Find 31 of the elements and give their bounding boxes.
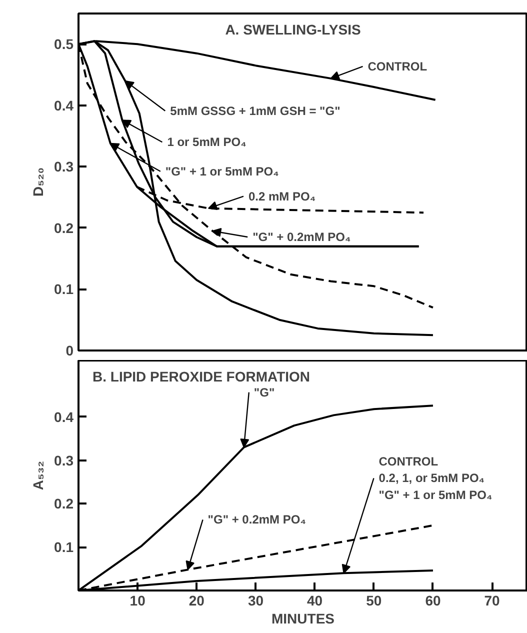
annotation: CONTROL xyxy=(368,59,428,74)
annotation: "G" + 0.2mM PO₄ xyxy=(252,230,352,244)
y-tick-label: 0.1 xyxy=(54,281,74,298)
y-tick-label: 0.2 xyxy=(54,496,74,512)
annotation: 0.2 mM PO₄ xyxy=(248,189,316,204)
annotation: "G" + 1 or 5mM PO₄ xyxy=(165,164,280,178)
y-axis-title: A₅₃₂ xyxy=(30,460,46,490)
y-tick-label: 0.3 xyxy=(54,158,74,175)
annotation: 5mM GSSG + 1mM GSH = "G" xyxy=(170,104,340,118)
y-tick-label: 0.4 xyxy=(54,408,74,425)
text: B. LIPID PEROXIDE FORMATION xyxy=(92,368,310,384)
x-tick-label: 70 xyxy=(484,592,500,608)
annotation: "G" + 0.2mM PO₄ xyxy=(208,512,306,527)
text: A. SWELLING-LYSIS xyxy=(225,22,361,38)
y-tick-label: 0.2 xyxy=(54,220,74,236)
y-tick-label: 0.4 xyxy=(54,97,74,114)
x-tick-label: 60 xyxy=(425,592,441,608)
x-tick-label: 40 xyxy=(307,592,323,608)
x-axis-title: MINUTES xyxy=(272,610,334,626)
y-tick-label: 0.3 xyxy=(54,452,74,468)
y-tick-label: 0 xyxy=(66,342,74,358)
x-tick-label: 30 xyxy=(248,592,264,608)
annotation: CONTROL 0.2, 1, or 5mM PO₄ "G" + 1 or 5mM PO₄ xyxy=(378,454,493,502)
x-tick-label: 50 xyxy=(366,592,382,608)
y-tick-label: 0.1 xyxy=(54,539,74,556)
annotation: "G" xyxy=(254,385,275,400)
annotation: 1 or 5mM PO₄ xyxy=(167,135,247,150)
x-tick-label: 10 xyxy=(130,592,146,608)
y-tick-label: 0.5 xyxy=(54,36,74,52)
x-tick-label: 20 xyxy=(188,592,205,608)
y-axis-title: D₅₂₀ xyxy=(30,167,46,197)
